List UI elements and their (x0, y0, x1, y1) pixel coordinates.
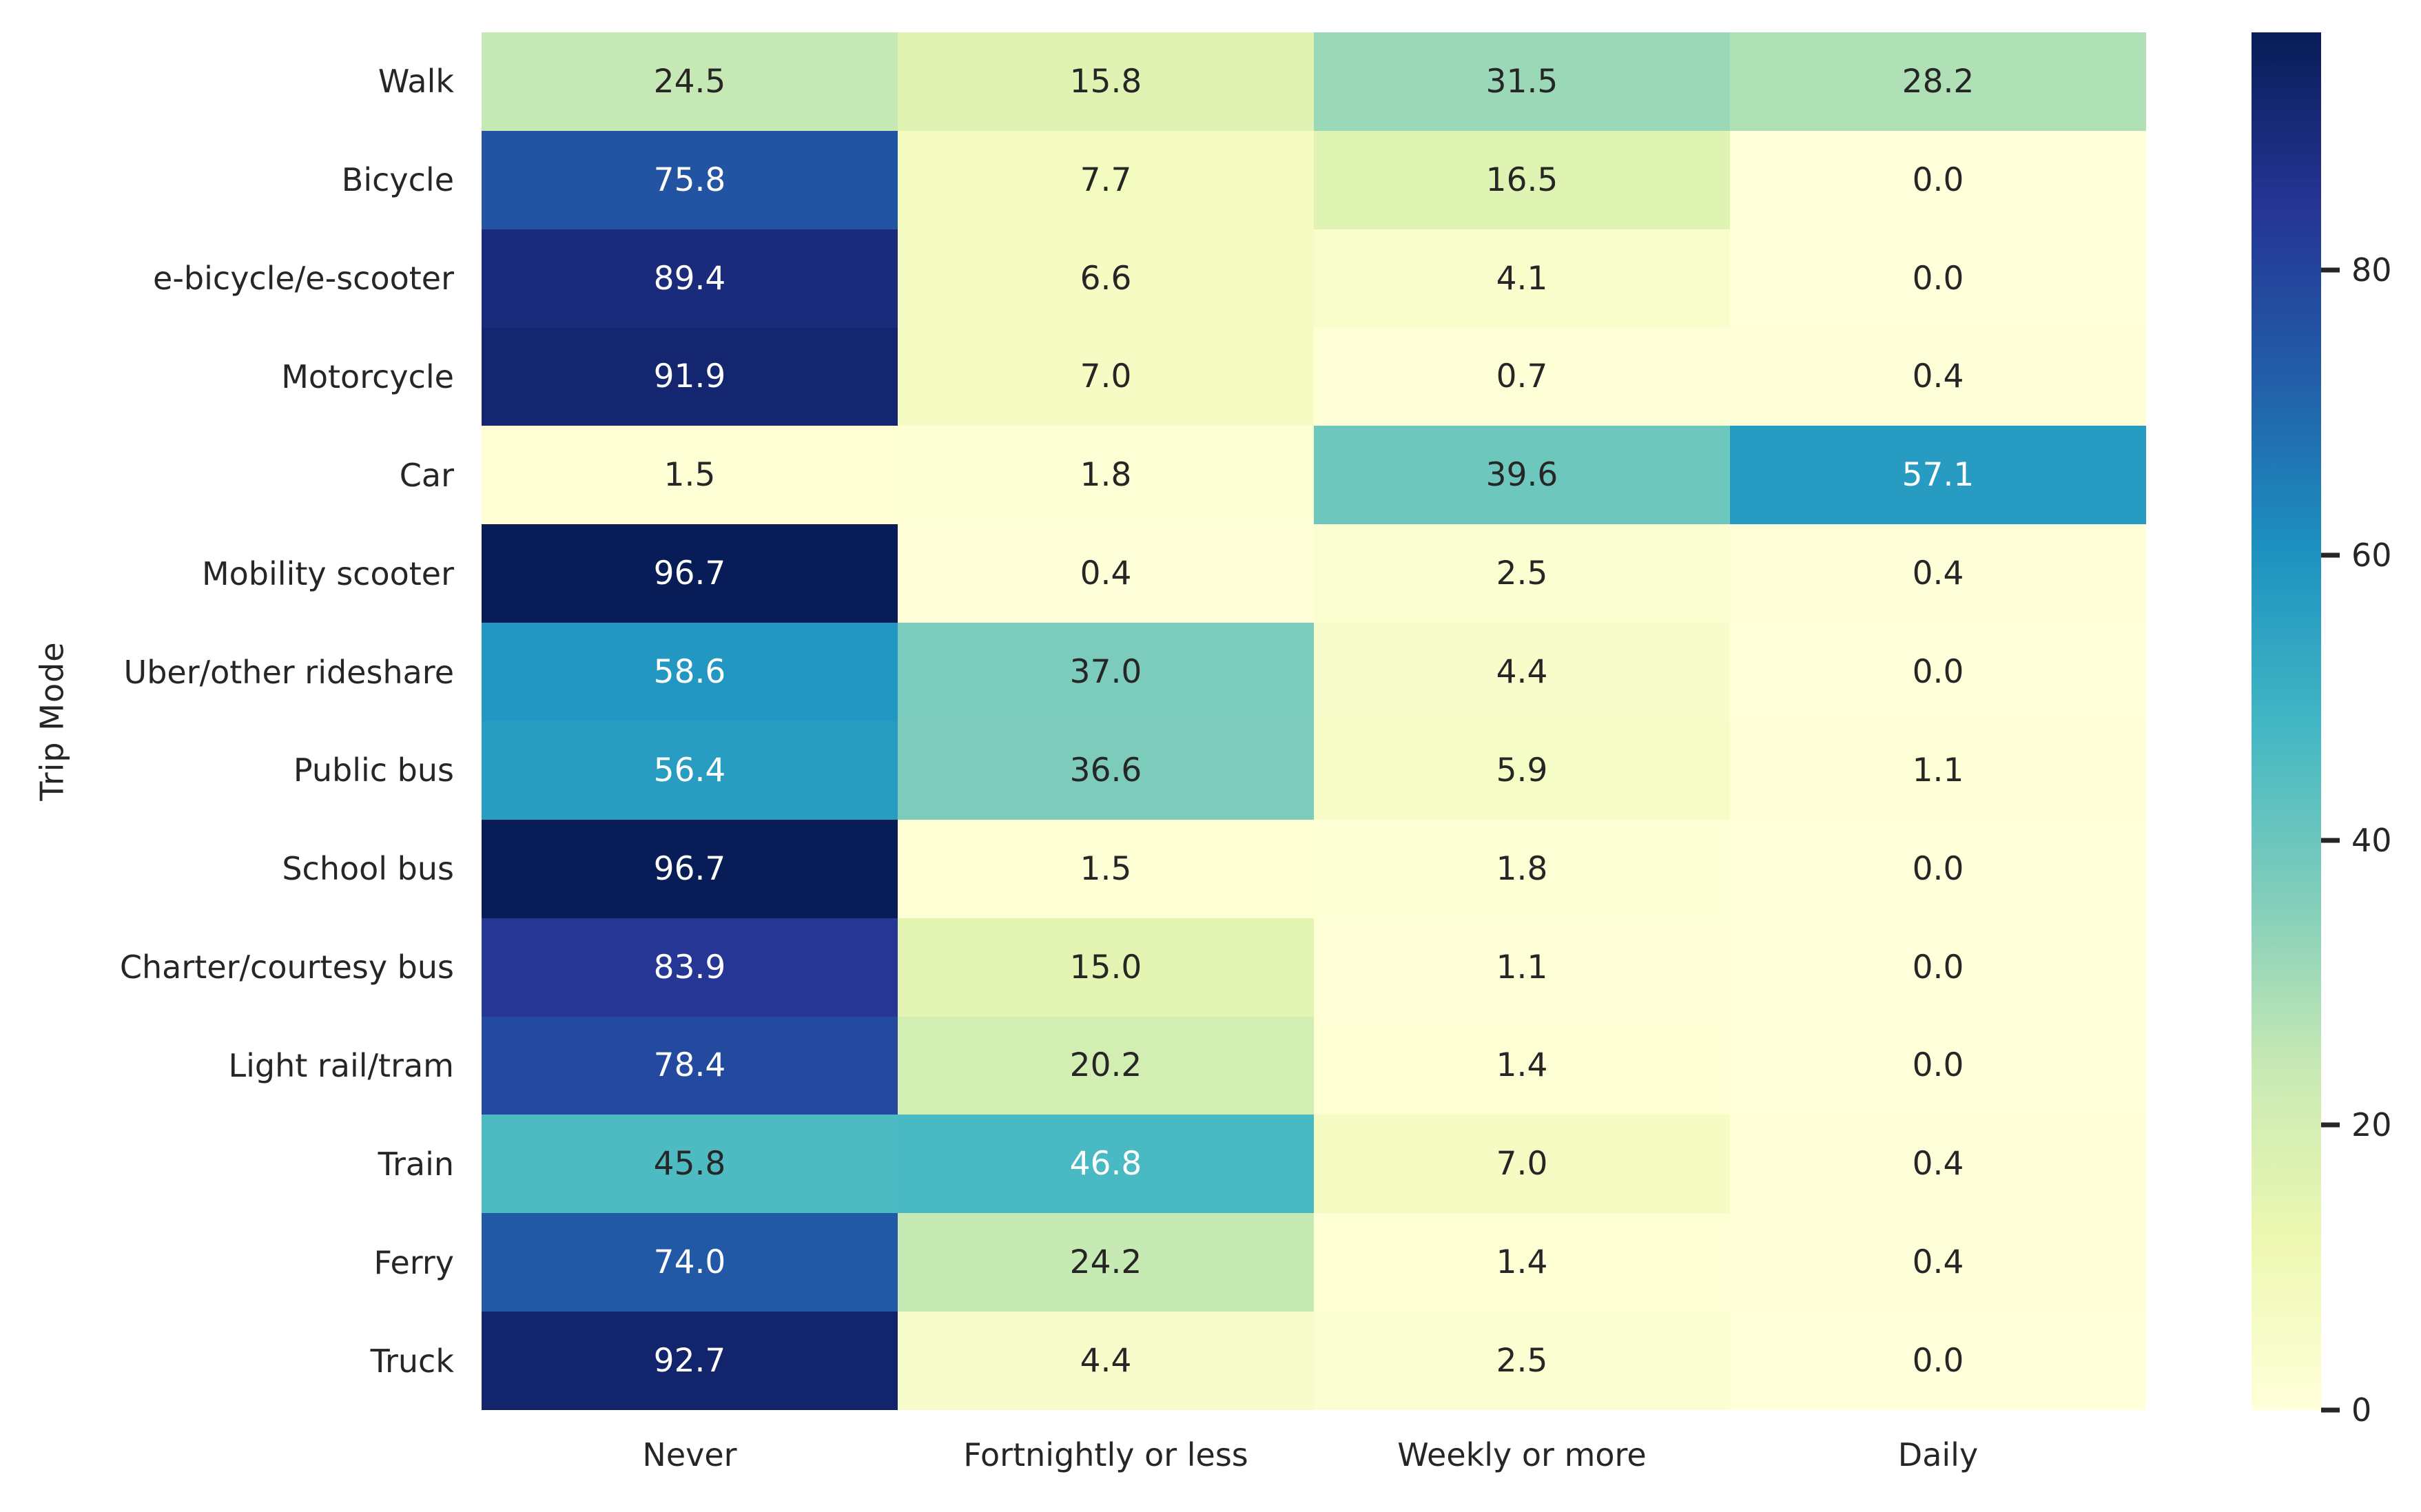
heatmap-cell: 45.8 (482, 1115, 898, 1214)
heatmap-cell: 7.0 (898, 327, 1314, 426)
heatmap-cell: 96.7 (482, 524, 898, 623)
heatmap-cell: 20.2 (898, 1016, 1314, 1115)
heatmap-cell: 91.9 (482, 327, 898, 426)
heatmap-cell: 24.5 (482, 32, 898, 131)
heatmap-cell: 24.2 (898, 1213, 1314, 1312)
heatmap-cell: 75.8 (482, 130, 898, 229)
y-tick-label: Walk (378, 63, 454, 101)
colorbar-tick-mark (2321, 267, 2340, 273)
y-tick-label: Ferry (373, 1243, 454, 1281)
heatmap-cell: 74.0 (482, 1213, 898, 1312)
x-tick-label: Daily (1897, 1436, 1979, 1473)
colorbar-tick-mark (2321, 552, 2340, 558)
y-tick-label: School bus (282, 850, 454, 888)
heatmap-cell: 31.5 (1314, 32, 1730, 131)
x-tick-label: Fortnightly or less (963, 1436, 1248, 1473)
colorbar-ticks: 0 20 40 60 80 (2252, 32, 2421, 1426)
heatmap-cell: 15.0 (898, 918, 1314, 1017)
heatmap-cell: 1.8 (1314, 819, 1730, 918)
heatmap-cell: 4.4 (898, 1312, 1314, 1410)
colorbar-tick-mark (2321, 838, 2340, 843)
heatmap-cell: 15.8 (898, 32, 1314, 131)
colorbar-tick-label: 60 (2351, 537, 2392, 574)
heatmap-cell: 2.5 (1314, 1312, 1730, 1410)
heatmap-cell: 78.4 (482, 1016, 898, 1115)
heatmap-cell: 39.6 (1314, 426, 1730, 525)
y-tick-label: Mobility scooter (201, 555, 454, 592)
y-tick-label: Car (399, 456, 454, 494)
heatmap-cell: 2.5 (1314, 524, 1730, 623)
colorbar-tick-label: 80 (2351, 251, 2392, 289)
y-tick-label: Charter/courtesy bus (119, 949, 454, 986)
heatmap-cell: 6.6 (898, 229, 1314, 328)
heatmap-cell: 0.4 (898, 524, 1314, 623)
heatmap-cell: 0.4 (1730, 327, 2146, 426)
heatmap-cell: 56.4 (482, 721, 898, 820)
heatmap-cell: 1.8 (898, 426, 1314, 525)
heatmap-cell: 0.4 (1730, 1213, 2146, 1312)
heatmap-cell: 28.2 (1730, 32, 2146, 131)
x-axis-tick-labels: Never Fortnightly or less Weekly or more Da… (482, 1423, 2146, 1487)
y-tick-label: Light rail/tram (228, 1046, 454, 1084)
heatmap-cell: 0.4 (1730, 1115, 2146, 1214)
heatmap-cell: 1.5 (898, 819, 1314, 918)
heatmap-cell: 83.9 (482, 918, 898, 1017)
heatmap-cell: 0.0 (1730, 1016, 2146, 1115)
y-tick-label: Train (378, 1145, 454, 1183)
heatmap-cell: 0.4 (1730, 524, 2146, 623)
heatmap-cell: 0.0 (1730, 819, 2146, 918)
x-tick-label: Weekly or more (1397, 1436, 1647, 1473)
y-tick-label: Uber/other rideshare (123, 653, 454, 691)
heatmap-cell: 7.7 (898, 130, 1314, 229)
heatmap-cell: 96.7 (482, 819, 898, 918)
heatmap-cell: 57.1 (1730, 426, 2146, 525)
heatmap-cell: 0.0 (1730, 623, 2146, 721)
heatmap-cell: 0.0 (1730, 130, 2146, 229)
y-axis-tick-labels: Walk Bicycle e-bicycle/e-scooter Motorcycle… (0, 32, 454, 1410)
heatmap-cell: 1.1 (1314, 918, 1730, 1017)
y-tick-label: Public bus (293, 752, 454, 789)
y-tick-label: Truck (370, 1342, 454, 1380)
heatmap-cell: 92.7 (482, 1312, 898, 1410)
heatmap-cell: 46.8 (898, 1115, 1314, 1214)
heatmap-cell: 0.0 (1730, 1312, 2146, 1410)
y-tick-label: Motorcycle (281, 358, 454, 395)
colorbar-tick-label: 40 (2351, 821, 2392, 859)
heatmap-cell: 89.4 (482, 229, 898, 328)
heatmap-cell: 1.4 (1314, 1016, 1730, 1115)
heatmap-cell: 58.6 (482, 623, 898, 721)
colorbar-tick-mark (2321, 1122, 2340, 1128)
heatmap-cell: 5.9 (1314, 721, 1730, 820)
colorbar-tick-label: 0 (2351, 1391, 2372, 1429)
y-tick-label: Bicycle (341, 161, 454, 199)
heatmap-cell: 4.1 (1314, 229, 1730, 328)
heatmap-cell: 0.0 (1730, 918, 2146, 1017)
heatmap-cell: 7.0 (1314, 1115, 1730, 1214)
colorbar (2252, 32, 2321, 1410)
heatmap-cell: 36.6 (898, 721, 1314, 820)
x-tick-label: Never (642, 1436, 737, 1473)
heatmap-cell: 1.1 (1730, 721, 2146, 820)
colorbar-tick-label: 20 (2351, 1106, 2392, 1144)
colorbar-tick-mark (2321, 1407, 2340, 1413)
heatmap-cell: 16.5 (1314, 130, 1730, 229)
y-tick-label: e-bicycle/e-scooter (153, 260, 454, 298)
heatmap-cell: 1.5 (482, 426, 898, 525)
heatmap-cell: 0.7 (1314, 327, 1730, 426)
heatmap-grid: 24.5 15.8 31.5 28.2 75.8 7.7 16.5 0.0 89.4 6.6 4.1… (482, 32, 2146, 1410)
heatmap-cell: 37.0 (898, 623, 1314, 721)
heatmap-cell: 1.4 (1314, 1213, 1730, 1312)
heatmap-cell: 4.4 (1314, 623, 1730, 721)
heatmap-cell: 0.0 (1730, 229, 2146, 328)
